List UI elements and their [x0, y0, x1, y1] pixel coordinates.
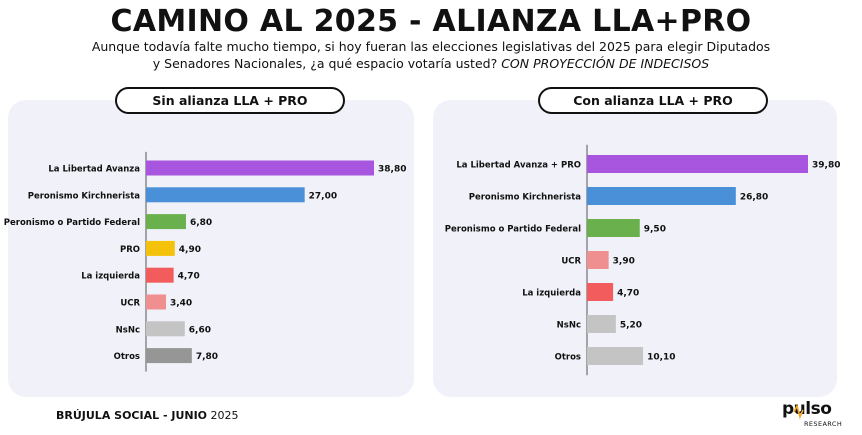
chart-1-bar: [587, 251, 609, 269]
footer-year: 2025: [210, 409, 239, 422]
chart-0-bar: [146, 321, 185, 337]
chart-0-bar: [146, 267, 174, 283]
logo-wordmark: pulso: [782, 399, 832, 419]
chart-1-bar: [587, 187, 736, 205]
chart-0-value-label: 7,80: [196, 352, 218, 362]
chart-0-bar: [146, 187, 305, 203]
chart-0-category-label: La izquierda: [81, 272, 140, 282]
chart-1-category-label: UCR: [561, 257, 581, 267]
logo-subtitle: RESEARCH: [804, 420, 843, 428]
subtitle-question: y Senadores Nacionales, ¿a qué espacio v…: [152, 56, 498, 71]
chart-0-value-label: 27,00: [309, 191, 337, 201]
footer-source: BRÚJULA SOCIAL - JUNIO 2025: [56, 409, 239, 422]
chart-0-category-label: NsNc: [116, 325, 140, 335]
chart-0-bar: [146, 240, 175, 256]
chart-1-category-label: Otros: [555, 353, 581, 363]
chart-1-value-label: 10,10: [647, 353, 675, 363]
pulse-wave-icon: [793, 403, 804, 420]
page-title: CAMINO AL 2025 - ALIANZA LLA+PRO: [110, 4, 752, 39]
subtitle-line-2: y Senadores Nacionales, ¿a qué espacio v…: [90, 55, 772, 72]
pulse-wave-line: [793, 403, 804, 420]
chart-1-value-label: 26,80: [740, 193, 768, 203]
chart-0-category-label: Otros: [114, 352, 140, 362]
chart-0-bar: [146, 348, 192, 364]
chart-1-category-label: Peronismo o Partido Federal: [445, 225, 581, 235]
chart-0-bar: [146, 294, 166, 310]
chart-0-value-label: 4,90: [179, 245, 201, 255]
left-chart-title: Sin alianza LLA + PRO: [115, 87, 345, 114]
chart-1-value-label: 5,20: [620, 321, 642, 331]
chart-0-category-label: PRO: [120, 245, 140, 255]
footer-source-label: BRÚJULA SOCIAL - JUNIO: [56, 409, 208, 422]
chart-1-value-label: 39,80: [812, 161, 840, 171]
chart-1-bar: [587, 219, 640, 237]
chart-0-value-label: 6,60: [189, 325, 211, 335]
chart-1-value-label: 9,50: [644, 225, 666, 235]
chart-0-bar: [146, 160, 374, 176]
chart-1-category-label: La izquierda: [522, 289, 581, 299]
chart-0-category-label: Peronismo Kirchnerista: [28, 191, 141, 201]
chart-1-category-label: Peronismo Kirchnerista: [469, 193, 582, 203]
chart-1-value-label: 3,90: [613, 257, 635, 267]
chart-1-category-label: La Libertad Avanza + PRO: [456, 161, 581, 171]
chart-0-value-label: 38,80: [378, 165, 406, 175]
pulso-logo: pulso RESEARCH: [780, 399, 844, 432]
chart-1-bar: [587, 347, 644, 365]
chart-0-value-label: 3,40: [170, 299, 192, 309]
chart-0-category-label: UCR: [120, 299, 140, 309]
chart-1-bar: [587, 283, 614, 301]
left-panel: [8, 100, 414, 397]
chart-0-category-label: La Libertad Avanza: [48, 165, 140, 175]
subtitle-line-1: Aunque todavía falte mucho tiempo, si ho…: [91, 39, 771, 54]
chart-0-value-label: 4,70: [178, 272, 200, 282]
chart-0-category-label: Peronismo o Partido Federal: [4, 218, 140, 228]
subtitle-note: CON PROYECCIÓN DE INDECISOS: [501, 56, 710, 71]
chart-1-value-label: 4,70: [617, 289, 639, 299]
chart-1-category-label: NsNc: [557, 321, 581, 331]
right-chart-title: Con alianza LLA + PRO: [538, 87, 768, 114]
chart-0-value-label: 6,80: [190, 218, 212, 228]
chart-1-bar: [587, 315, 616, 333]
chart-1-bar: [587, 155, 808, 173]
page-subtitle: Aunque todavía falte mucho tiempo, si ho…: [90, 38, 772, 72]
chart-0-bar: [146, 214, 186, 230]
